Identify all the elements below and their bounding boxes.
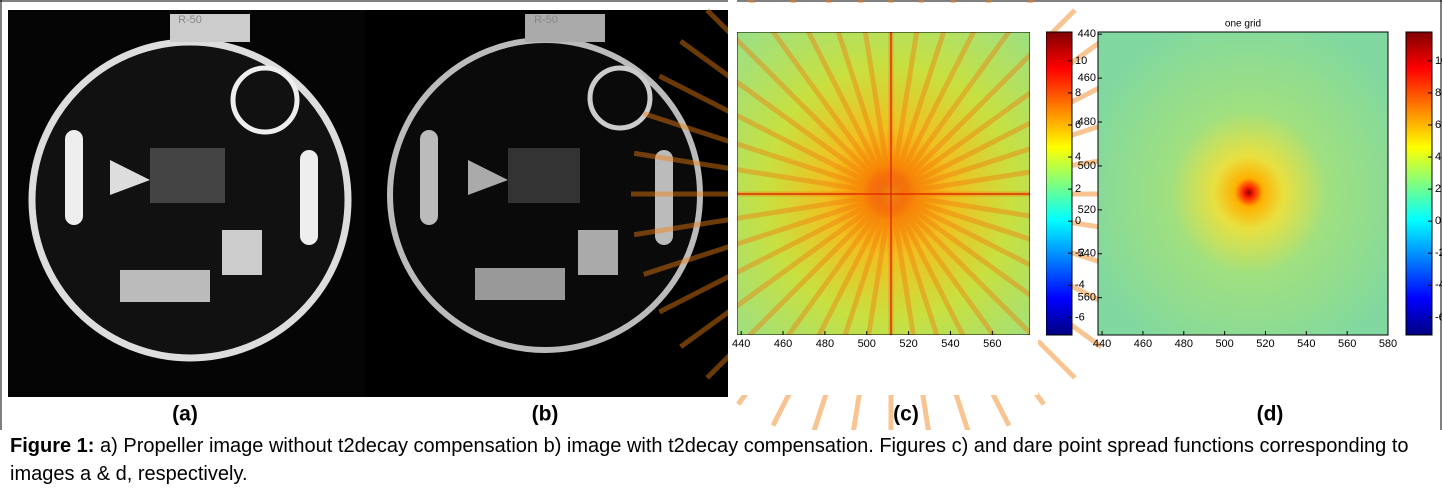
colorbar-tick-label: 6 <box>1435 119 1441 131</box>
panel-label: (b) <box>532 403 559 426</box>
x-tick-label: 580 <box>1379 338 1397 350</box>
panel-title: R-50 <box>178 14 202 26</box>
x-tick-label: 460 <box>1134 338 1152 350</box>
y-tick-label: 480 <box>1078 116 1096 128</box>
colorbar-tick-label: 8 <box>1075 87 1081 99</box>
x-tick-label: 560 <box>983 338 1001 350</box>
x-tick-label: 440 <box>1093 338 1111 350</box>
x-tick-label: 500 <box>1215 338 1233 350</box>
x-tick-label: 440 <box>732 338 750 350</box>
colorbar-tick-label: -4 <box>1075 279 1085 291</box>
y-tick-label: 520 <box>1078 204 1096 216</box>
x-tick-label: 500 <box>858 338 876 350</box>
colorbar-tick-label: -6 <box>1075 311 1085 323</box>
colorbar-tick-label: -2 <box>1435 247 1442 259</box>
x-tick-label: 460 <box>774 338 792 350</box>
colorbar <box>1406 32 1432 335</box>
phantom-image-a <box>8 10 365 397</box>
x-tick-label: 520 <box>899 338 917 350</box>
caption-text: a) Propeller image without t2decay compe… <box>10 435 1409 485</box>
y-tick-label: 540 <box>1078 248 1096 260</box>
colorbar-tick-label: 2 <box>1075 183 1081 195</box>
figure: R-50 R-50 one grid (a) (b) (c) (d) 44046… <box>0 0 1442 498</box>
panel-label: (c) <box>893 403 919 426</box>
y-tick-label: 560 <box>1078 292 1096 304</box>
x-tick-label: 480 <box>816 338 834 350</box>
panel-label: (a) <box>172 403 198 426</box>
panel-title: one grid <box>1225 19 1261 30</box>
heatmap-d <box>1098 32 1388 335</box>
colorbar-tick-label: 8 <box>1435 87 1441 99</box>
colorbar <box>1046 32 1072 335</box>
caption: Figure 1: a) Propeller image without t2d… <box>10 432 1430 488</box>
caption-label: Figure 1: <box>10 435 94 457</box>
colorbar-tick-label: 0 <box>1435 215 1441 227</box>
colorbar-tick-label: -6 <box>1435 311 1442 323</box>
colorbar-tick-label: 10 <box>1075 55 1087 67</box>
y-tick-label: 460 <box>1078 72 1096 84</box>
colorbar-tick-label: 4 <box>1435 151 1441 163</box>
panel-label: (d) <box>1257 403 1284 426</box>
y-tick-label: 500 <box>1078 160 1096 172</box>
mask <box>728 3 1038 32</box>
colorbar-tick-label: 0 <box>1075 215 1081 227</box>
mask <box>1030 10 1046 340</box>
phantom-image-b <box>365 10 728 397</box>
x-tick-label: 540 <box>941 338 959 350</box>
x-tick-label: 540 <box>1297 338 1315 350</box>
x-tick-label: 480 <box>1175 338 1193 350</box>
x-tick-label: 560 <box>1338 338 1356 350</box>
colorbar-tick-label: 2 <box>1435 183 1441 195</box>
panel-title: R-50 <box>534 14 558 26</box>
y-tick-label: 440 <box>1078 28 1096 40</box>
x-tick-label: 520 <box>1256 338 1274 350</box>
colorbar-tick-label: 10 <box>1435 55 1442 67</box>
colorbar-tick-label: -4 <box>1435 279 1442 291</box>
